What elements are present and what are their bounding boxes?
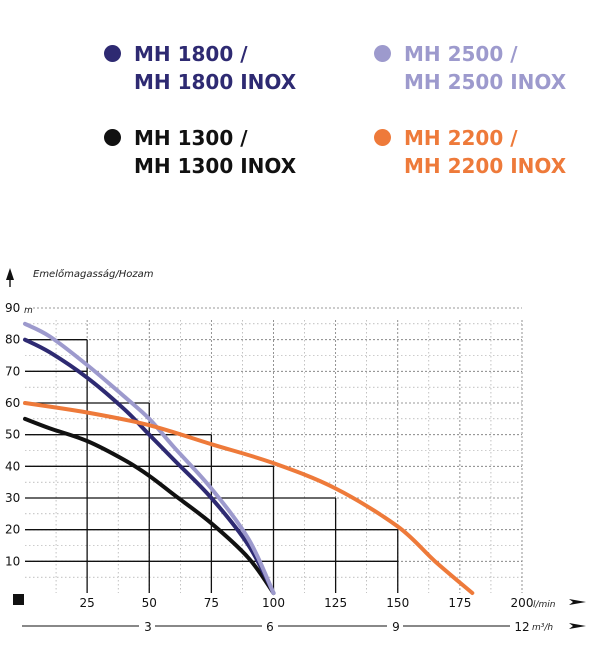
x-tick-label: 150 (386, 596, 409, 610)
legend-label-line2: MH 2500 INOX (404, 70, 567, 94)
x2-tick-label: 12 (514, 620, 529, 634)
x2-axis: 3 6 9 12 (22, 620, 530, 634)
legend-label-line1: MH 2200 / (404, 126, 518, 150)
x-axis-arrow-icon (569, 599, 586, 605)
legend-label-line1: MH 1300 / (134, 126, 248, 150)
series-line (23, 321, 276, 595)
x-tick-label: 100 (262, 596, 285, 610)
legend-label-line1: MH 2500 / (404, 42, 518, 66)
x2-tick-label: 3 (144, 620, 152, 634)
y-tick-label: 90 (5, 301, 20, 315)
x2-axis-arrow-icon (569, 623, 586, 629)
legend-label-line2: MH 2200 INOX (404, 154, 567, 178)
x2-tick-label: 6 (266, 620, 274, 634)
legend-item-mh1300: MH 1300 / MH 1300 INOX (104, 124, 297, 180)
y-tick-label: 80 (5, 333, 20, 347)
x-tick-label: 200 (511, 596, 534, 610)
y-axis-arrow-icon (6, 268, 14, 280)
legend-item-mh2200: MH 2200 / MH 2200 INOX (374, 124, 567, 180)
y-tick-label: 30 (5, 491, 20, 505)
legend-label-line2: MH 1300 INOX (134, 154, 297, 178)
legend-item-mh1800: MH 1800 / MH 1800 INOX (104, 40, 297, 96)
legend-dot-mh2200 (374, 129, 391, 146)
y-tick-label: 70 (5, 364, 20, 378)
y-tick-label: 20 (5, 523, 20, 537)
legend-dot-mh1800 (104, 45, 121, 62)
legend-item-mh2500: MH 2500 / MH 2500 INOX (374, 40, 567, 96)
x-tick-label: 175 (448, 596, 471, 610)
legend-dot-mh1300 (104, 129, 121, 146)
legend-dot-mh2500 (374, 45, 391, 62)
x-tick-label: 75 (204, 596, 219, 610)
origin-square (13, 594, 24, 605)
y-tick-label: 60 (5, 396, 20, 410)
series-lines (23, 321, 475, 595)
x2-tick-label: 9 (392, 620, 400, 634)
axes: 10 20 30 40 50 60 70 80 90 25 50 75 100 125 150 175 200 (5, 301, 533, 610)
series-line (23, 401, 475, 595)
series-line (23, 416, 276, 595)
legend-label-line1: MH 1800 / (134, 42, 248, 66)
y-tick-label: 50 (5, 428, 20, 442)
x-tick-label: 125 (324, 596, 347, 610)
legend-label-line2: MH 1800 INOX (134, 70, 297, 94)
x-axis-unit: l/min (533, 600, 556, 610)
x-tick-label: 50 (142, 596, 157, 610)
x-tick-label: 25 (79, 596, 94, 610)
series-line (23, 337, 276, 595)
x2-axis-unit: m³/h (532, 623, 553, 633)
y-axis-title: Emelőmagasság/Hozam (33, 268, 154, 280)
y-tick-label: 10 (5, 554, 20, 568)
y-axis-unit: m (24, 306, 33, 316)
y-tick-label: 40 (5, 459, 20, 473)
